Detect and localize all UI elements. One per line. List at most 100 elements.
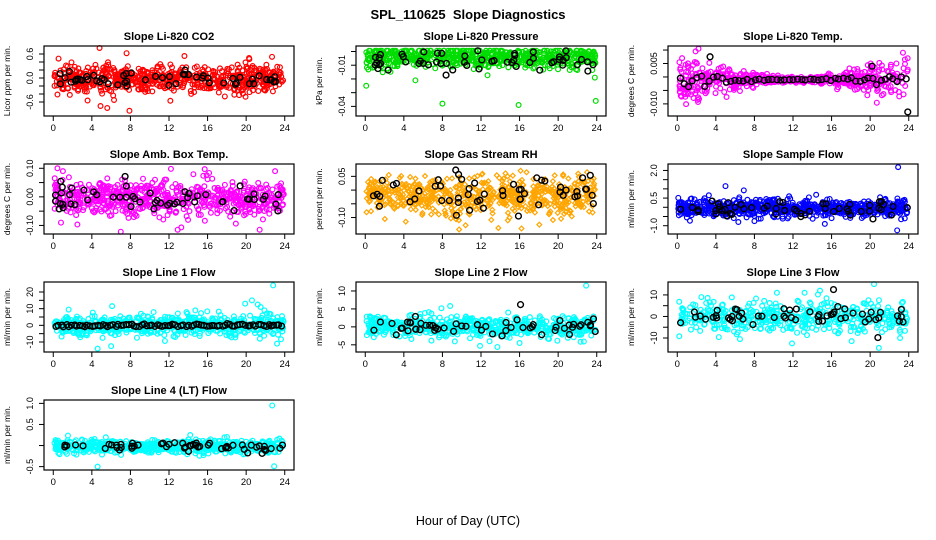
x-tick-label: 12	[476, 123, 487, 134]
y-axis: -0.10 0.00 0.10	[25, 160, 44, 236]
y-axis-title: ml/min per min.	[626, 288, 636, 346]
y-tick-label: 0.10	[25, 160, 35, 178]
y-tick-label: 0	[337, 324, 347, 329]
x-tick-label: 0	[51, 359, 56, 370]
plot-canvas-slope-sample-flow: Slope Sample Flow ml/min per min. -1.0 0.5 2…	[626, 149, 919, 252]
scatter-points	[675, 164, 911, 234]
x-tick-label: 12	[476, 359, 487, 370]
x-tick-label: 0	[51, 241, 56, 252]
y-tick-label: 2.0	[649, 164, 659, 177]
plot-grid: Slope Li-820 CO2 Licor ppm per min. -0.6 0.…	[0, 28, 936, 500]
x-tick-label: 8	[128, 241, 133, 252]
x-tick-label: 4	[89, 241, 94, 252]
subplot-title: Slope Line 3 Flow	[747, 267, 840, 279]
x-tick-label: 20	[241, 359, 252, 370]
plot-box	[667, 45, 919, 117]
y-tick-label: 1.0	[25, 397, 35, 410]
x-tick-label: 24	[903, 359, 914, 370]
x-tick-label: 8	[752, 123, 757, 134]
x-axis: 0 4 8 12 16 20 24	[363, 234, 602, 252]
x-tick-label: 24	[591, 241, 602, 252]
x-tick-label: 0	[363, 241, 368, 252]
x-axis: 0 4 8 12 16 20 24	[51, 234, 290, 252]
y-axis: -0.10 0.05	[337, 168, 356, 228]
x-tick-label: 12	[476, 241, 487, 252]
x-axis: 0 4 8 12 16 20 24	[675, 116, 914, 134]
y-axis: -5 0 5 10	[337, 286, 356, 349]
plot-canvas-slope-line-3-flow: Slope Line 3 Flow ml/min per min. -10 0 10 0 4…	[626, 267, 919, 370]
plot-canvas-slope-amb-box-temp: Slope Amb. Box Temp. degrees C per min. -0…	[2, 149, 295, 252]
x-tick-label: 0	[675, 359, 680, 370]
x-tick-label: 16	[514, 359, 525, 370]
x-tick-label: 16	[202, 123, 213, 134]
subplot-title: Slope Li-820 CO2	[124, 31, 214, 43]
x-tick-label: 20	[865, 241, 876, 252]
x-axis: 0 4 8 12 16 20 24	[363, 352, 602, 370]
y-tick-label: -0.6	[25, 94, 35, 110]
x-tick-label: 24	[279, 123, 290, 134]
y-tick-label: -10	[649, 331, 659, 344]
x-tick-label: 16	[202, 241, 213, 252]
y-axis-title: ml/min per min.	[314, 288, 324, 346]
x-tick-label: 12	[164, 123, 175, 134]
y-axis-title: percent per min.	[314, 168, 324, 229]
plot-box	[355, 45, 607, 117]
x-tick-label: 16	[514, 241, 525, 252]
subplot-slope-line-2-flow: Slope Line 2 Flow ml/min per min. -5 0 5 10 0 4…	[312, 264, 624, 382]
x-tick-label: 20	[865, 123, 876, 134]
x-tick-label: 8	[440, 359, 445, 370]
x-tick-label: 20	[241, 241, 252, 252]
x-tick-label: 4	[713, 123, 718, 134]
y-tick-label: 10	[649, 290, 659, 300]
scatter-points	[676, 45, 912, 116]
subplot-title: Slope Li-820 Pressure	[424, 31, 539, 43]
subplot-slope-li-820-temp: Slope Li-820 Temp. degrees C per min. 0.00…	[624, 28, 936, 146]
plot-canvas-slope-li-820-temp: Slope Li-820 Temp. degrees C per min. 0.00…	[626, 31, 919, 134]
x-axis: 0 4 8 12 16 20 24	[363, 116, 602, 134]
subplot-slope-li-820-pressure: Slope Li-820 Pressure kPa per min. -0.01 -0…	[312, 28, 624, 146]
subplot-title: Slope Line 4 (LT) Flow	[111, 385, 227, 397]
x-tick-label: 20	[553, 241, 564, 252]
y-axis-title: degrees C per min.	[2, 163, 12, 235]
y-tick-label: 0.5	[25, 418, 35, 431]
x-tick-label: 20	[553, 123, 564, 134]
subplot-slope-amb-box-temp: Slope Amb. Box Temp. degrees C per min. -0…	[0, 146, 312, 264]
x-axis: 0 4 8 12 16 20 24	[675, 352, 914, 370]
x-tick-label: 0	[51, 123, 56, 134]
y-axis: -0.6 0.0 0.6	[25, 48, 44, 110]
plot-box	[355, 281, 607, 353]
x-axis: 0 4 8 12 16 20 24	[51, 352, 290, 370]
plot-box	[355, 163, 607, 235]
x-tick-label: 8	[440, 123, 445, 134]
scatter-points	[51, 45, 287, 114]
x-tick-label: 8	[128, 477, 133, 488]
plot-box	[43, 281, 295, 353]
x-tick-label: 12	[788, 123, 799, 134]
x-tick-label: 4	[89, 359, 94, 370]
y-axis-title: Licor ppm per min.	[2, 46, 12, 116]
y-tick-label: -0.010	[649, 91, 659, 117]
scatter-points	[51, 165, 287, 235]
x-tick-label: 24	[591, 123, 602, 134]
x-tick-label: 8	[752, 241, 757, 252]
y-tick-label: 0.00	[25, 188, 35, 206]
subplot-slope-line-3-flow: Slope Line 3 Flow ml/min per min. -10 0 10 0 4…	[624, 264, 936, 382]
subplot-title: Slope Sample Flow	[743, 149, 844, 161]
y-tick-label: 0.05	[337, 168, 347, 186]
plot-box	[43, 163, 295, 235]
x-tick-label: 12	[788, 241, 799, 252]
y-axis: -10 0 10 20	[25, 287, 44, 349]
y-tick-label: -0.04	[337, 96, 347, 117]
plot-box	[43, 399, 295, 471]
x-tick-label: 16	[202, 359, 213, 370]
x-tick-label: 8	[128, 359, 133, 370]
x-tick-label: 16	[514, 123, 525, 134]
x-tick-label: 16	[826, 123, 837, 134]
page-title: SPL_110625 Slope Diagnostics	[370, 7, 566, 22]
x-tick-label: 16	[826, 359, 837, 370]
scatter-points	[51, 282, 287, 352]
y-axis: -10 0 10	[649, 290, 668, 345]
x-tick-label: 24	[903, 123, 914, 134]
